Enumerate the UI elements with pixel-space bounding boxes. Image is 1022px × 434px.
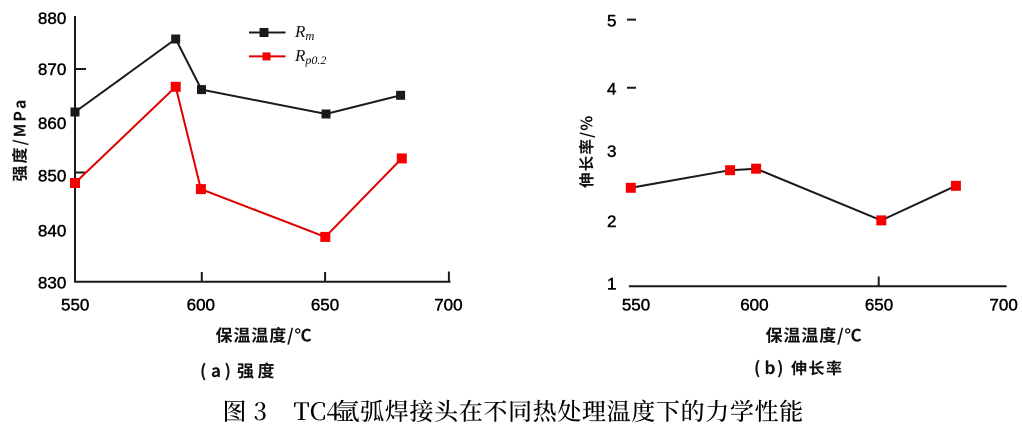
svg-text:3: 3	[607, 142, 616, 161]
svg-text:850: 850	[38, 167, 66, 186]
svg-text:870: 870	[38, 60, 66, 79]
svg-text:Rm: Rm	[294, 22, 314, 43]
svg-text:1: 1	[607, 275, 616, 294]
svg-text:5: 5	[607, 11, 616, 30]
svg-text:550: 550	[61, 296, 89, 315]
svg-text:700: 700	[434, 296, 462, 315]
svg-text:4: 4	[607, 80, 616, 99]
svg-text:840: 840	[38, 222, 66, 241]
svg-text:600: 600	[187, 296, 215, 315]
svg-text:860: 860	[38, 114, 66, 133]
svg-text:Rp0.2: Rp0.2	[294, 46, 326, 67]
svg-text:650: 650	[865, 296, 893, 315]
svg-text:2: 2	[607, 212, 616, 231]
svg-text:550: 550	[622, 296, 650, 315]
svg-text:650: 650	[311, 296, 339, 315]
svg-text:600: 600	[740, 296, 768, 315]
svg-text:880: 880	[38, 9, 66, 28]
svg-text:700: 700	[989, 296, 1017, 315]
svg-text:830: 830	[38, 274, 66, 293]
